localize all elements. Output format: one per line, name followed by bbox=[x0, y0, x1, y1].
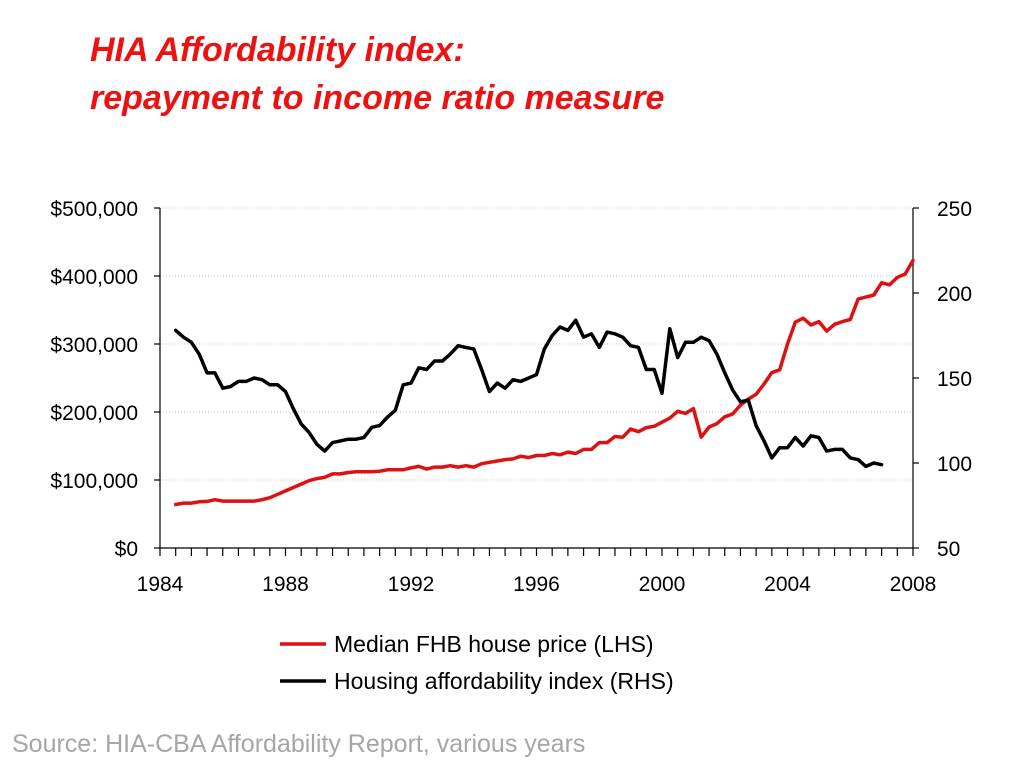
x-axis-tick-label: 2004 bbox=[764, 573, 811, 596]
chart-title-line-2: repayment to income ratio measure bbox=[90, 79, 665, 117]
left-axis-tick-label: $100,000 bbox=[50, 470, 138, 493]
gridlines bbox=[160, 207, 913, 481]
right-axis-tick-label: 250 bbox=[937, 198, 972, 221]
right-axis-tick-label: 50 bbox=[937, 538, 960, 561]
right-axis-tick-label: 100 bbox=[937, 453, 972, 476]
x-axis-tick-label: 1996 bbox=[513, 573, 560, 596]
legend: Median FHB house price (LHS) Housing affo… bbox=[280, 631, 674, 694]
right-axis-tick-label: 150 bbox=[937, 368, 972, 391]
legend-label: Housing affordability index (RHS) bbox=[334, 668, 674, 694]
right-axis-tick-label: 200 bbox=[937, 283, 972, 306]
chart-title-line-1: HIA Affordability index: bbox=[90, 31, 465, 69]
source-note: Source: HIA-CBA Affordability Report, va… bbox=[12, 730, 586, 758]
left-axis-tick-label: $200,000 bbox=[50, 402, 138, 425]
x-axis-tick-label: 1984 bbox=[137, 573, 184, 596]
series-line-affordability-index bbox=[173, 318, 884, 469]
left-axis-tick-label: $0 bbox=[115, 538, 138, 561]
left-axis-tick-label: $400,000 bbox=[50, 266, 138, 289]
x-axis-tick-label: 2008 bbox=[890, 573, 937, 596]
series-lines bbox=[173, 258, 915, 507]
series-line-house-price bbox=[173, 258, 915, 507]
left-axis-tick-label: $300,000 bbox=[50, 334, 138, 357]
legend-label: Median FHB house price (LHS) bbox=[334, 631, 654, 657]
x-axis-tick-label: 1988 bbox=[262, 573, 309, 596]
x-axis-tick-label: 1992 bbox=[388, 573, 435, 596]
axes: $0 $100,000 $200,000 $300,000 $400,000 $500,0… bbox=[50, 198, 972, 596]
x-axis-tick-label: 2000 bbox=[639, 573, 686, 596]
left-axis-tick-label: $500,000 bbox=[50, 198, 138, 221]
